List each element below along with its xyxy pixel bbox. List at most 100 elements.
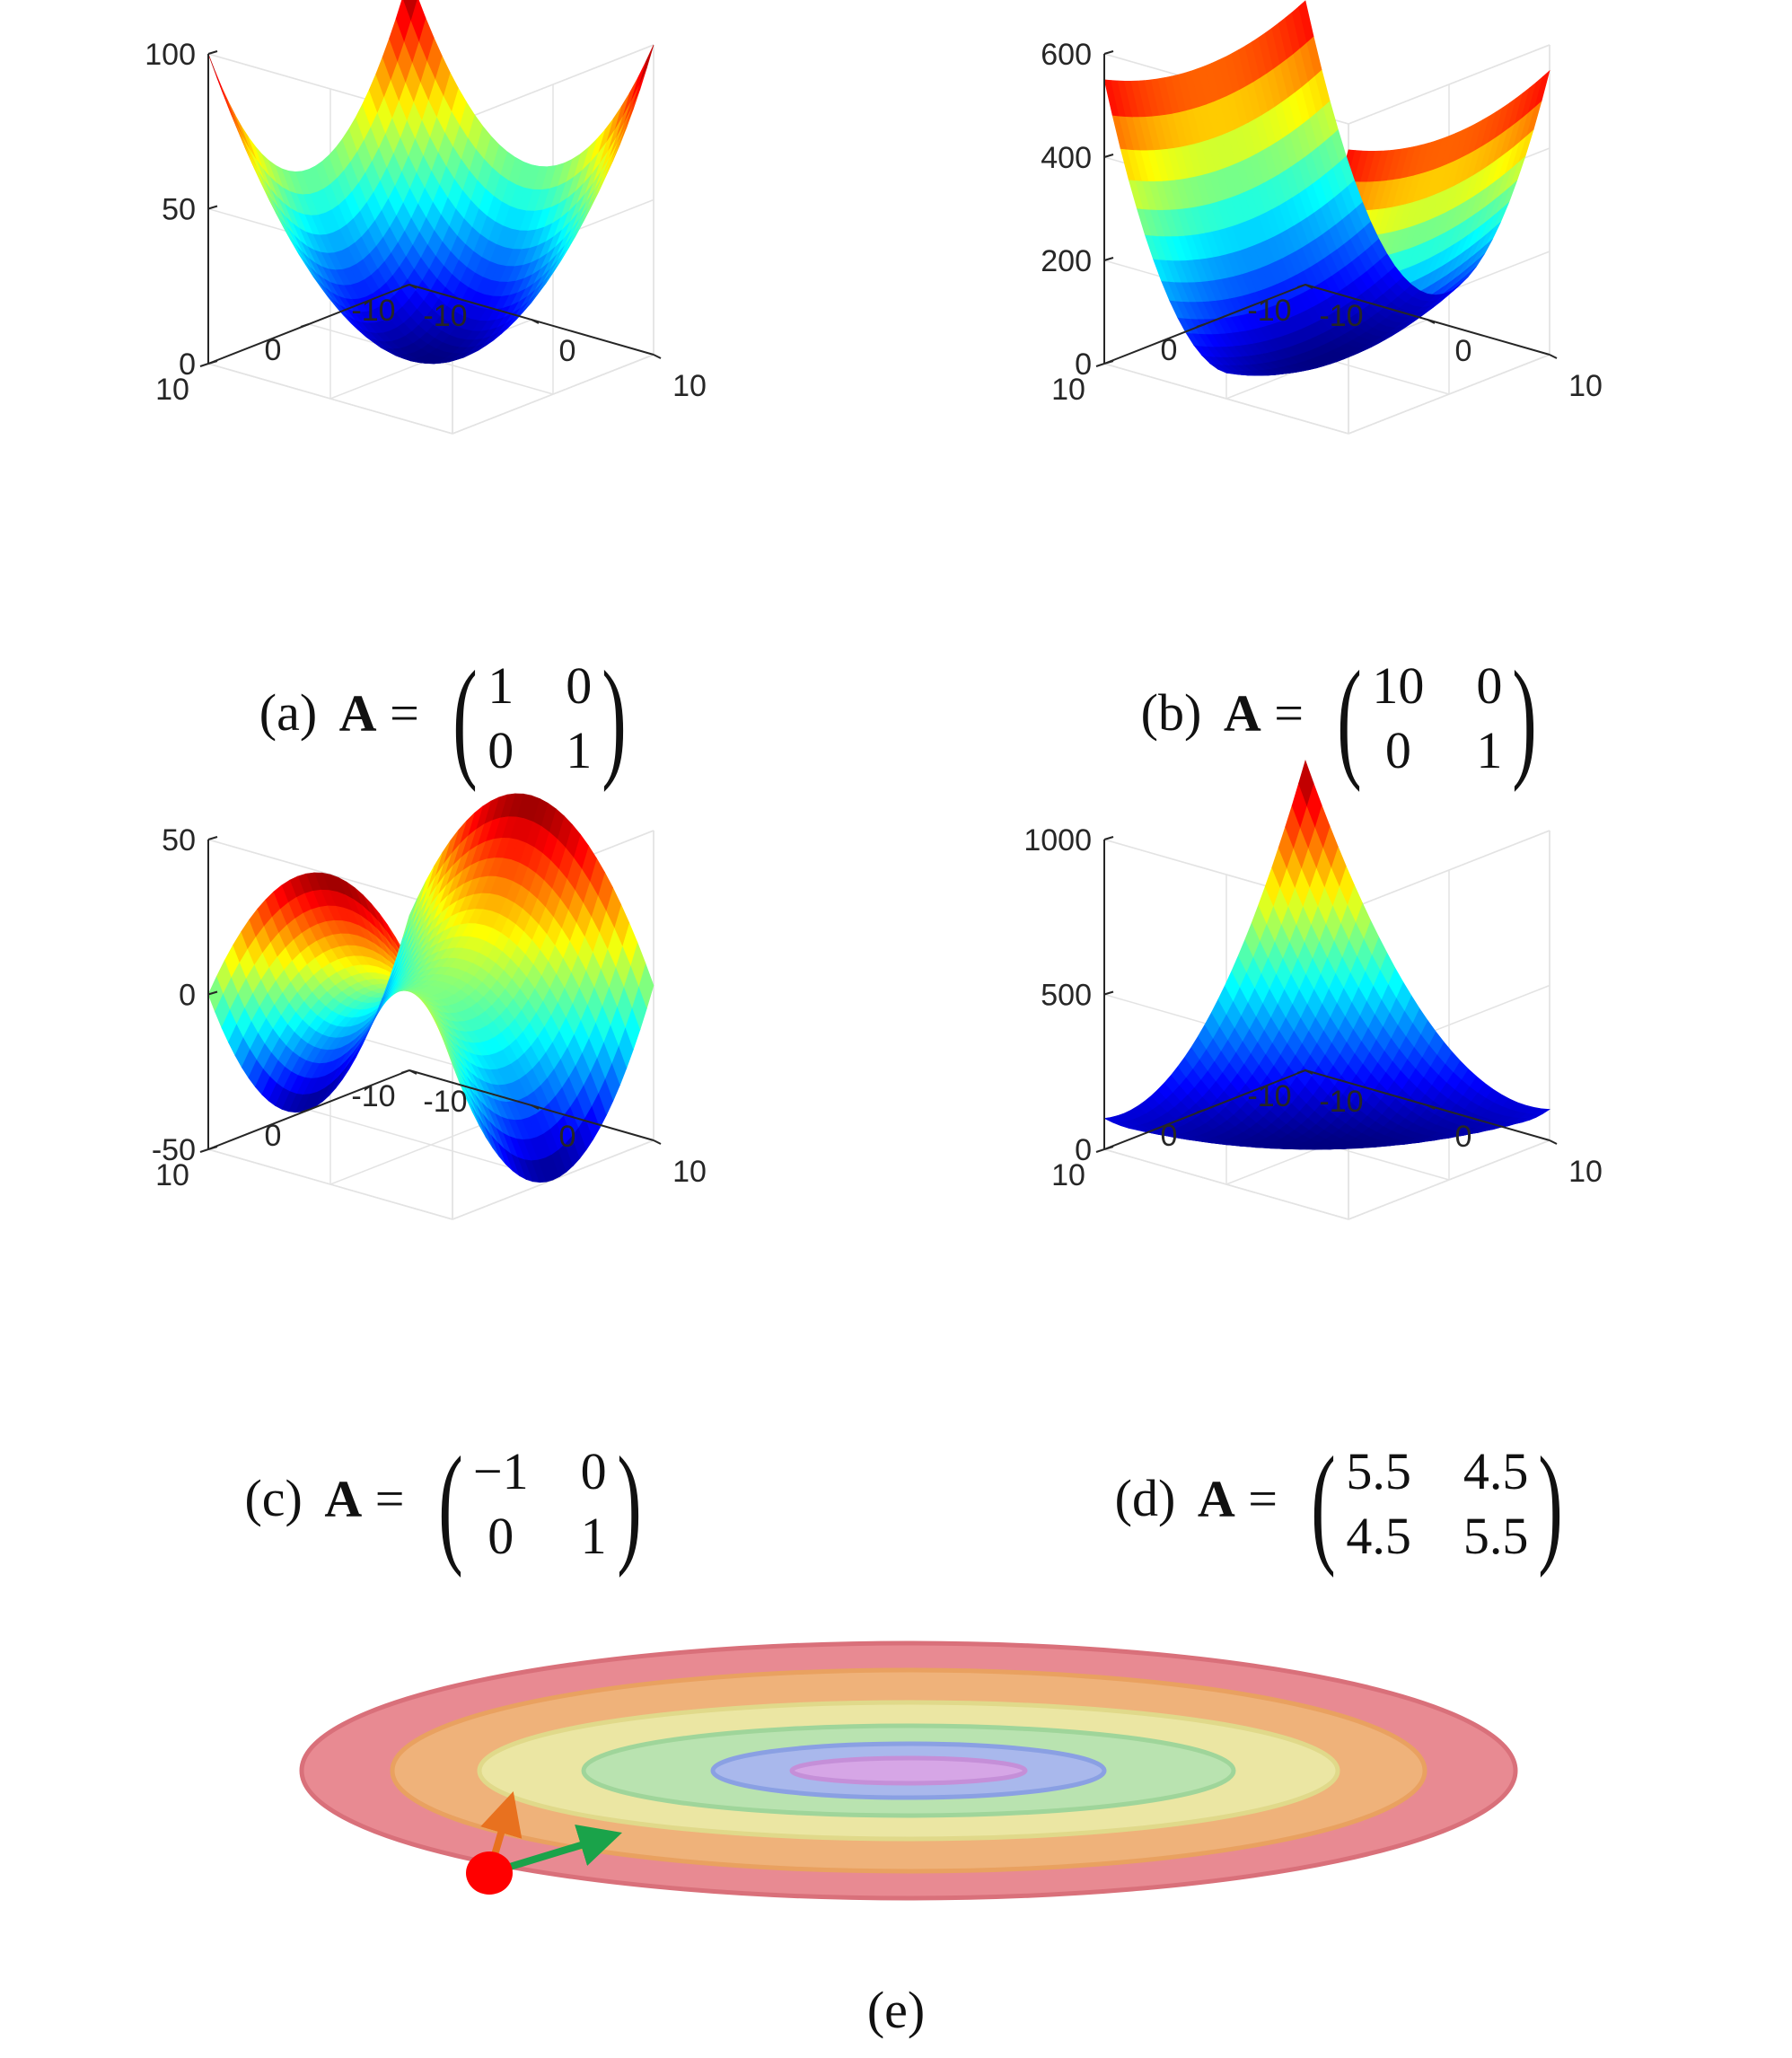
- matrix: ( −1 0 0 1 ): [428, 1437, 652, 1571]
- z-tick-label: 1000: [1023, 823, 1092, 858]
- z-tick-label: 0: [179, 347, 196, 382]
- y-tick: [400, 1069, 410, 1074]
- right-paren: ): [1538, 1429, 1564, 1579]
- x-tick: [1427, 1104, 1436, 1110]
- x-tick-label: 10: [672, 369, 707, 403]
- matrix-cell: 0: [1384, 721, 1411, 779]
- x-tick: [531, 319, 540, 324]
- matrix-cell: 1: [566, 721, 593, 779]
- matrix-cell: 0: [1476, 656, 1503, 715]
- surface-patch: [402, 897, 418, 938]
- matrix: ( 1 0 0 1 ): [443, 651, 637, 786]
- caption-label: (c): [244, 1469, 303, 1528]
- matrix: ( 5.5 4.5 4.5 5.5 ): [1301, 1437, 1573, 1571]
- left-paren: (: [1337, 644, 1363, 793]
- y-tick-label: -10: [1247, 294, 1291, 328]
- surface-patch: [234, 114, 250, 150]
- surface-patch: [1298, 760, 1314, 806]
- x-tick: [653, 354, 662, 359]
- contour-ellipse: [789, 1755, 1028, 1786]
- x-tick: [653, 1139, 662, 1145]
- current-point: [466, 1851, 513, 1895]
- y-tick-label: -10: [1247, 1079, 1291, 1113]
- y-tick: [1095, 1148, 1105, 1153]
- z-tick: [1103, 1146, 1114, 1150]
- x-tick-label: -10: [1319, 1085, 1363, 1119]
- x-tick-label: 0: [559, 1120, 576, 1154]
- z-tick-label: 50: [162, 193, 196, 227]
- equals-sign: =: [374, 1469, 405, 1528]
- x-tick-label: 0: [1455, 1120, 1472, 1154]
- z-tick: [1103, 836, 1114, 840]
- panel-b: 600 400 200 0 10 0 -10 -10 0 10 (b) A = ( 10 0 0 …: [896, 0, 1792, 808]
- y-tick: [199, 1148, 209, 1153]
- y-tick-label: 0: [265, 1119, 282, 1153]
- y-tick-label: 10: [1051, 1158, 1085, 1192]
- surface-patch: [638, 44, 654, 85]
- caption-label: (a): [259, 683, 318, 743]
- x-tick: [531, 1104, 540, 1110]
- y-tick-label: -10: [351, 1079, 395, 1113]
- surface-patch: [228, 101, 244, 137]
- y-tick: [400, 284, 410, 288]
- z-tick: [207, 990, 218, 996]
- matrix-cell: 10: [1372, 656, 1425, 715]
- matrix-cell: 4.5: [1463, 1442, 1529, 1500]
- y-tick: [1196, 323, 1206, 328]
- grid-line: [1103, 1148, 1349, 1220]
- x-tick-label: 0: [1455, 334, 1472, 368]
- y-tick-label: -10: [351, 294, 395, 328]
- matrix-cell: −1: [472, 1442, 529, 1500]
- matrix-cell: 4.5: [1346, 1507, 1411, 1565]
- contour-diagram: [299, 1640, 1518, 1901]
- y-tick-label: 0: [1161, 333, 1178, 367]
- grid-line: [1348, 354, 1550, 435]
- z-tick: [1103, 257, 1114, 261]
- grid-line: [452, 354, 654, 435]
- x-tick: [1549, 354, 1558, 359]
- surface-patch: [403, 0, 417, 21]
- y-tick-label: 10: [155, 1158, 189, 1192]
- x-tick: [408, 1069, 417, 1075]
- surface: [1103, 0, 1550, 376]
- right-paren: ): [602, 644, 627, 793]
- z-tick-label: 500: [1041, 979, 1092, 1013]
- z-tick-label: 600: [1041, 38, 1092, 72]
- y-tick-label: 0: [1161, 1119, 1178, 1153]
- matrix-cell: 5.5: [1463, 1507, 1529, 1565]
- x-tick-label: 10: [1568, 1155, 1603, 1189]
- z-tick-label: 400: [1041, 141, 1092, 175]
- caption-label: (d): [1114, 1469, 1176, 1528]
- matrix-cell: 1: [488, 656, 514, 715]
- y-tick-label: 10: [155, 373, 189, 407]
- z-tick-label: -50: [152, 1133, 196, 1167]
- z-tick: [1103, 50, 1114, 55]
- matrix-cell: 0: [566, 656, 593, 715]
- left-paren: (: [438, 1429, 463, 1579]
- matrix-symbol: A: [338, 683, 377, 743]
- y-tick: [1196, 1109, 1206, 1113]
- z-tick: [1103, 154, 1114, 158]
- panel-c: 50 0 -50 10 0 -10 -10 0 10 (c) A = ( −1 0 0 1 ): [0, 786, 896, 1594]
- z-tick: [1103, 990, 1114, 996]
- surface: [207, 793, 654, 1183]
- matrix: ( 10 0 0 1 ): [1327, 651, 1547, 786]
- caption-label: (b): [1140, 683, 1202, 743]
- matrix-symbol: A: [1223, 683, 1261, 743]
- right-paren: ): [616, 1429, 642, 1579]
- z-tick-label: 0: [179, 979, 196, 1013]
- y-tick-label: 0: [265, 333, 282, 367]
- x-tick-label: -10: [1319, 299, 1363, 333]
- matrix-cell: 1: [1476, 721, 1503, 779]
- z-tick: [1103, 360, 1114, 365]
- x-tick: [1304, 284, 1313, 289]
- z-tick: [207, 1146, 218, 1150]
- caption-a: (a) A = ( 1 0 0 1 ): [0, 651, 896, 786]
- left-paren: (: [452, 644, 478, 793]
- caption-e: (e): [866, 1981, 926, 2039]
